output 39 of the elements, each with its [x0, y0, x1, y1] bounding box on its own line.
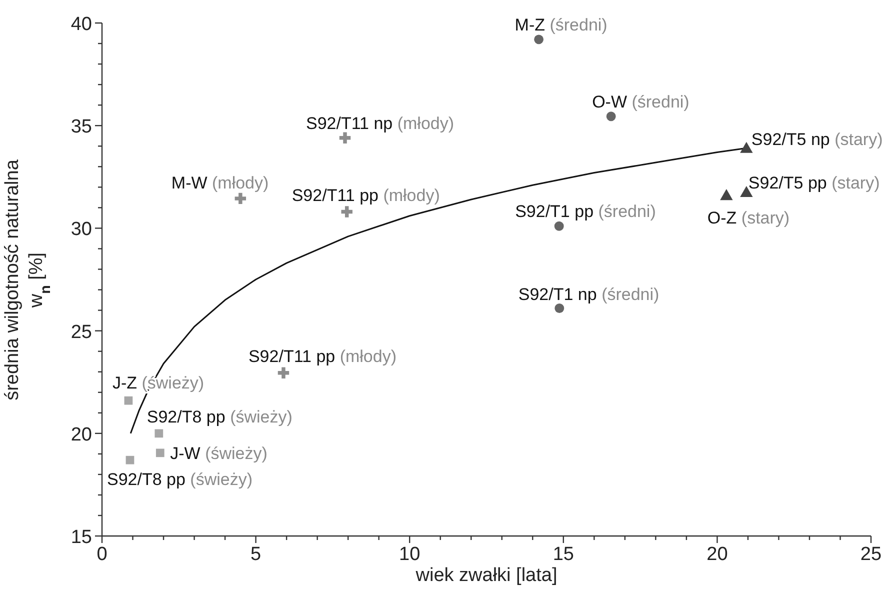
y-tick-label: 25 — [70, 322, 92, 343]
annotation: S92/T11 np (młody) — [306, 114, 454, 133]
point — [606, 112, 616, 122]
y-tick-label: 15 — [70, 527, 92, 548]
point — [156, 448, 164, 458]
x-tick-label: 15 — [552, 544, 574, 565]
point — [554, 221, 564, 231]
x-tick-label: 10 — [399, 544, 420, 565]
x-tick-label: 20 — [706, 544, 728, 565]
y-tick-label: 30 — [70, 219, 92, 240]
point — [339, 132, 351, 144]
annotation: S92/T8 pp (świeży) — [146, 407, 292, 426]
point — [234, 192, 246, 204]
x-tick-label: 0 — [96, 544, 108, 565]
point — [154, 429, 164, 438]
x-tick-label: 5 — [250, 544, 262, 565]
point — [126, 456, 134, 464]
point — [278, 367, 290, 378]
point — [534, 34, 544, 44]
annotation: S92/T5 np (stary) — [751, 130, 883, 150]
annotation: S92/T1 np (średni) — [518, 285, 660, 304]
annotation: S92/T1 pp (średni) — [515, 202, 656, 222]
annotation: S92/T5 pp (stary) — [748, 173, 880, 192]
point — [554, 304, 564, 313]
point — [124, 396, 133, 405]
x-tick-label: 25 — [860, 544, 882, 565]
annotation: J-W (świeży) — [170, 444, 268, 463]
y-tick-label: 35 — [70, 116, 92, 138]
point — [341, 206, 352, 218]
annotation: O-Z (stary) — [707, 208, 790, 228]
annotation: S92/T11 pp (młody) — [292, 186, 440, 205]
annotation: S92/T8 pp (świeży) — [106, 470, 253, 490]
annotation: M-Z (średni) — [514, 15, 608, 34]
annotation: M-W (młody) — [171, 173, 269, 192]
x-axis-title: wiek zwałki [lata] — [414, 565, 558, 586]
annotation: S92/T11 pp (młody) — [248, 346, 397, 366]
y-tick-label: 40 — [70, 14, 92, 35]
annotation: O-W (średni) — [592, 92, 690, 112]
y-tick-label: 20 — [70, 424, 92, 446]
